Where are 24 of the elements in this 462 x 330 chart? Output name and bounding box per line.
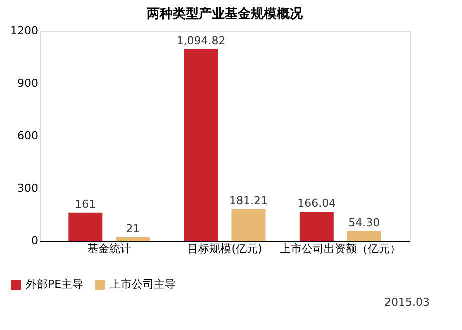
bar bbox=[116, 237, 150, 241]
data-label: 21 bbox=[126, 222, 140, 236]
text: 2015.03 bbox=[384, 296, 430, 309]
y-tick-label: 900 bbox=[18, 77, 38, 90]
y-tick-label: 0 bbox=[32, 234, 38, 248]
data-label: 54.30 bbox=[348, 216, 380, 230]
x-tick-label: 基金统计 bbox=[87, 242, 132, 256]
y-tick-label: 600 bbox=[18, 130, 38, 142]
data-label: 1,094.82 bbox=[176, 34, 226, 48]
x-tick-label: 上市公司出资额（亿元） bbox=[280, 242, 402, 256]
y-tick-label: 1200 bbox=[10, 24, 38, 38]
bar bbox=[347, 232, 382, 241]
data-label: 181.21 bbox=[229, 194, 268, 208]
data-label: 166.04 bbox=[298, 196, 336, 210]
x-tick-label: 目标规模(亿元) bbox=[188, 242, 262, 256]
bar bbox=[184, 49, 218, 241]
bar bbox=[68, 212, 103, 241]
bar bbox=[232, 209, 266, 241]
bar bbox=[300, 212, 334, 241]
data-label: 161 bbox=[75, 198, 96, 211]
legend-label: 外部PE主导 bbox=[26, 278, 84, 291]
chart-title: 两种类型产业基金规模概况 bbox=[146, 6, 304, 22]
legend-label: 上市公司主导 bbox=[110, 278, 176, 291]
y-tick-label: 300 bbox=[18, 182, 38, 195]
